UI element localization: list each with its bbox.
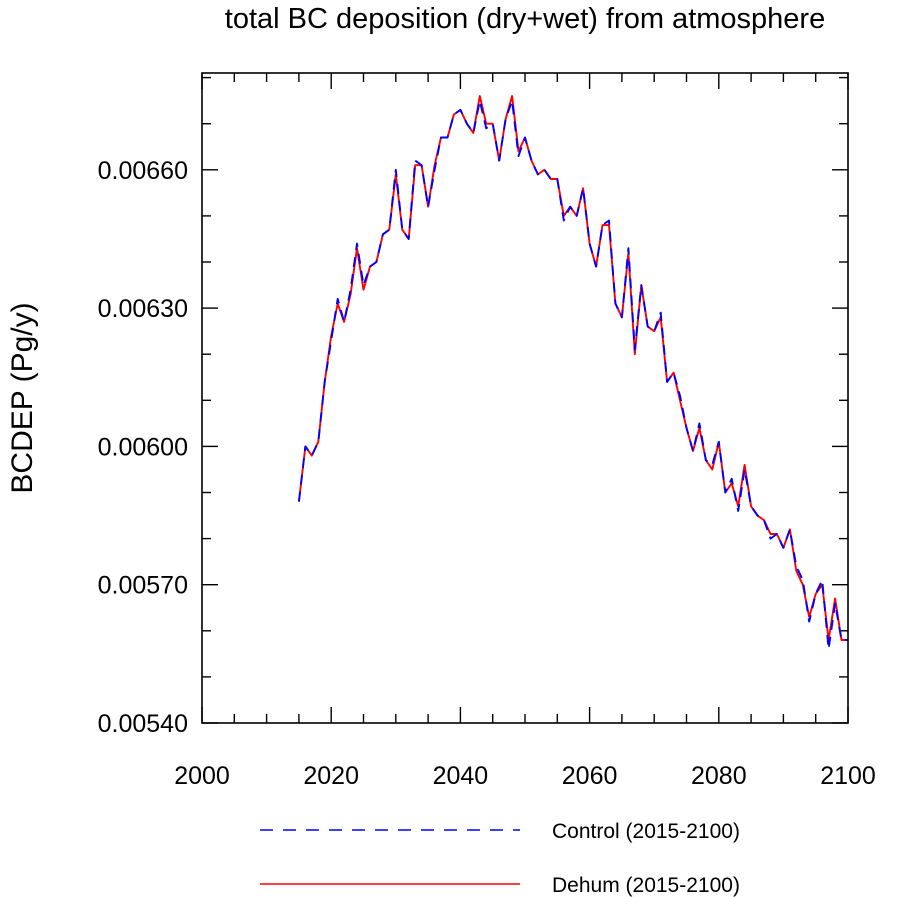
- series-line-control: [297, 99, 848, 651]
- series-line-dehum: [297, 95, 848, 641]
- x-axis-ticks: 2000 2020 2040 2060 2080 2100: [174, 73, 876, 790]
- y-axis-ticks: 0.00540 0.00570 0.00600 0.00630 0.00660: [98, 76, 848, 738]
- y-axis-label: BCDEP (Pg/y): [6, 302, 39, 493]
- x-tick-label: 2020: [303, 762, 359, 790]
- x-tick-label: 2000: [174, 762, 230, 790]
- legend-label-control: Control (2015-2100): [552, 820, 740, 843]
- y-tick-label: 0.00600: [98, 433, 188, 461]
- x-tick-label: 2100: [820, 762, 876, 790]
- series-layer: [297, 95, 848, 651]
- x-tick-label: 2080: [691, 762, 747, 790]
- x-tick-label: 2040: [433, 762, 489, 790]
- legend-label-dehum: Dehum (2015-2100): [552, 874, 740, 897]
- y-tick-label: 0.00540: [98, 710, 188, 738]
- y-tick-label: 0.00630: [98, 295, 188, 323]
- chart-title: total BC deposition (dry+wet) from atmos…: [225, 3, 825, 35]
- legend: Control (2015-2100) Dehum (2015-2100): [260, 820, 740, 897]
- y-tick-label: 0.00570: [98, 572, 188, 600]
- x-tick-label: 2060: [562, 762, 618, 790]
- plot-frame: [201, 72, 849, 724]
- y-tick-label: 0.00660: [98, 157, 188, 185]
